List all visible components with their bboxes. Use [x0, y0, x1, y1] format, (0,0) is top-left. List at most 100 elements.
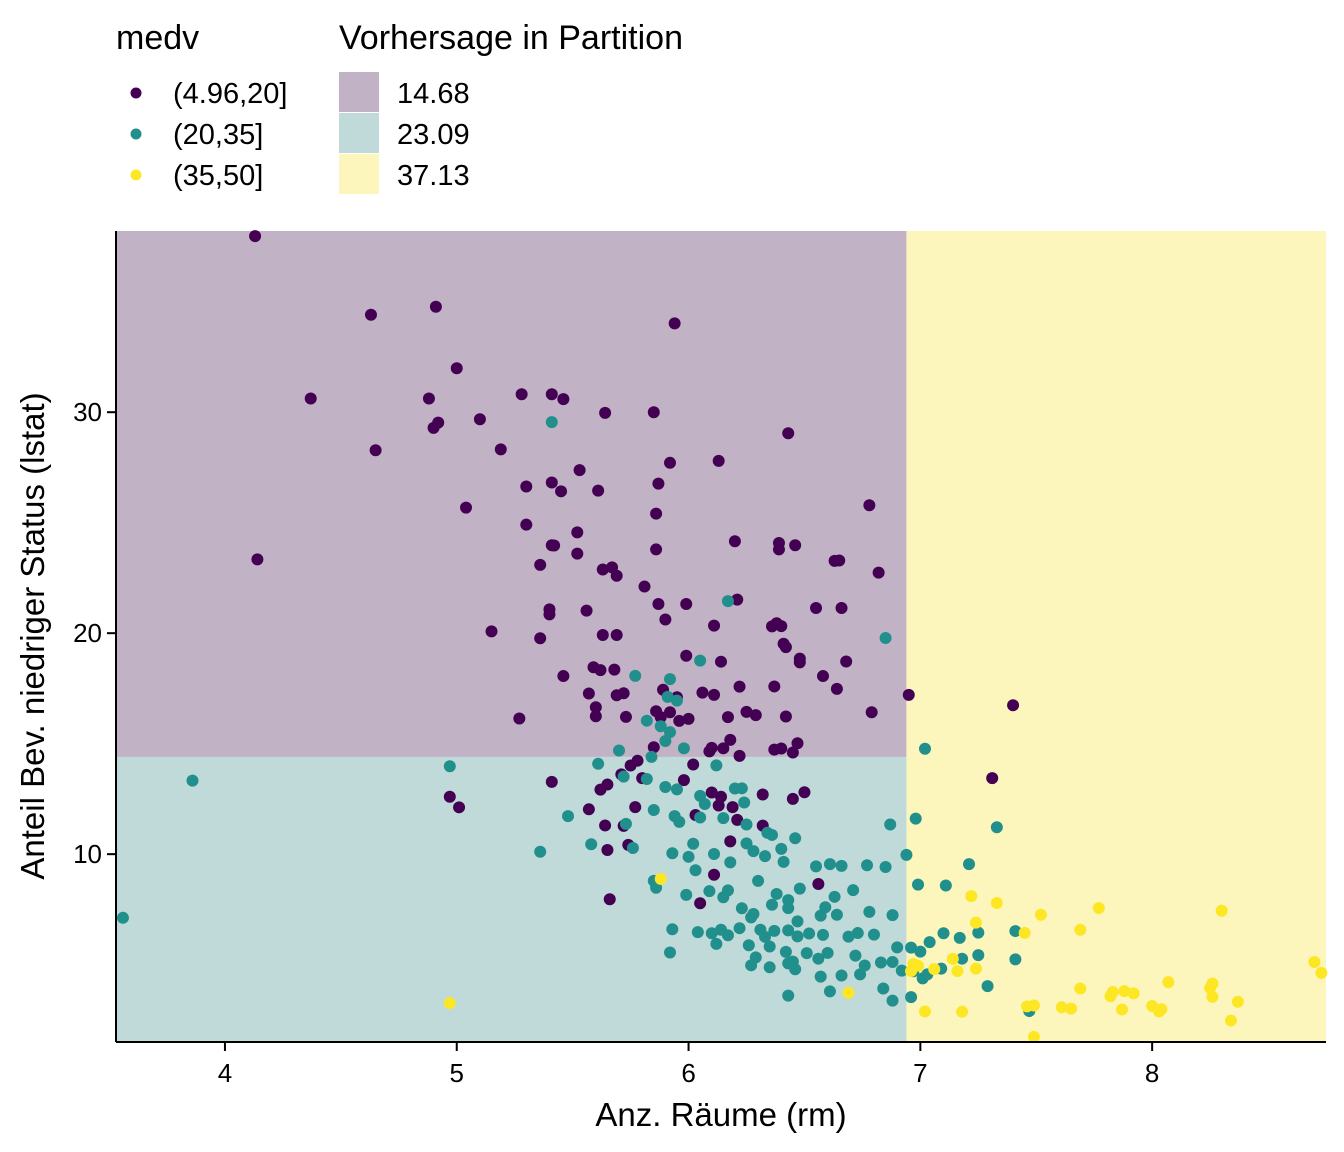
data-point	[786, 746, 799, 759]
data-point	[534, 845, 547, 858]
data-point	[670, 783, 683, 796]
data-point	[450, 362, 463, 375]
data-point	[745, 959, 758, 972]
data-point	[879, 860, 892, 873]
data-point	[854, 968, 867, 981]
data-point	[705, 786, 718, 799]
data-point	[687, 758, 700, 771]
data-point	[647, 803, 660, 816]
data-point	[745, 911, 758, 924]
data-point	[543, 608, 556, 621]
point-legend-key	[130, 87, 142, 99]
data-point	[562, 810, 575, 823]
data-point	[884, 818, 897, 831]
data-point	[582, 687, 595, 700]
data-point	[589, 710, 602, 723]
data-point	[571, 526, 584, 539]
data-point	[710, 937, 723, 950]
data-point	[698, 798, 711, 811]
data-point	[494, 443, 507, 456]
data-point	[661, 690, 674, 703]
data-point	[835, 859, 848, 872]
data-point	[972, 926, 985, 939]
data-point	[596, 628, 609, 641]
data-point	[629, 801, 642, 814]
y-axis-ticks: 10 20 30	[73, 397, 116, 869]
data-point	[891, 941, 904, 954]
data-point	[677, 774, 690, 787]
data-point	[1231, 995, 1244, 1008]
data-point	[791, 930, 804, 943]
data-point	[601, 843, 614, 856]
y-tick-label: 30	[73, 397, 102, 427]
data-point	[710, 759, 723, 772]
point-legend-label: (35,50]	[173, 160, 263, 192]
data-point	[765, 828, 778, 841]
data-point	[772, 543, 785, 556]
data-point	[673, 815, 686, 828]
data-point	[682, 850, 695, 863]
data-point	[580, 604, 593, 617]
data-point	[782, 427, 795, 440]
data-point	[793, 656, 806, 669]
data-point	[617, 770, 630, 783]
data-point	[782, 924, 795, 937]
data-point	[443, 790, 456, 803]
partition-region-0	[116, 231, 907, 757]
data-point	[770, 887, 783, 900]
data-point	[789, 832, 802, 845]
y-axis-title: Anteil Bev. niedriger Status (lstat)	[14, 392, 51, 879]
data-point	[703, 885, 716, 898]
data-point	[886, 909, 899, 922]
data-point	[659, 735, 672, 748]
data-point	[956, 1005, 969, 1018]
data-point	[664, 456, 677, 469]
data-point	[694, 654, 707, 667]
data-point	[742, 939, 755, 952]
data-point	[696, 686, 709, 699]
data-point	[972, 949, 985, 962]
data-point	[1116, 1003, 1129, 1016]
data-point	[823, 985, 836, 998]
data-point	[1118, 985, 1131, 998]
data-point	[694, 897, 707, 910]
data-point	[733, 749, 746, 762]
data-point	[673, 714, 686, 727]
region-legend-key	[339, 72, 379, 112]
data-point	[724, 856, 737, 869]
data-point	[916, 972, 929, 985]
data-point	[830, 682, 843, 695]
data-point	[800, 947, 813, 960]
data-point	[731, 593, 744, 606]
data-point	[652, 477, 665, 490]
data-point	[460, 501, 473, 514]
data-point	[443, 760, 456, 773]
data-point	[485, 625, 498, 638]
data-point	[928, 963, 941, 976]
data-point	[680, 598, 693, 611]
data-point	[731, 813, 744, 826]
data-point	[1055, 1001, 1068, 1014]
data-point	[814, 909, 827, 922]
data-point	[599, 406, 612, 419]
x-tick-label: 6	[681, 1058, 695, 1088]
data-point	[812, 877, 825, 890]
data-point	[601, 778, 614, 791]
data-point	[909, 812, 922, 825]
data-point	[858, 959, 871, 972]
data-point	[610, 569, 623, 582]
data-point	[721, 884, 734, 897]
legend: medv (4.96,20] (20,35] (35,50] Vorhersage …	[116, 19, 683, 194]
data-point	[650, 507, 663, 520]
data-point	[775, 842, 788, 855]
data-point	[513, 712, 526, 725]
data-point	[1034, 908, 1047, 921]
data-point	[1009, 925, 1022, 938]
data-point	[619, 817, 632, 830]
data-point	[946, 952, 959, 965]
x-tick-label: 7	[913, 1058, 927, 1088]
data-point	[624, 759, 637, 772]
data-point	[708, 868, 721, 881]
data-point	[682, 712, 695, 725]
data-point	[740, 837, 753, 850]
